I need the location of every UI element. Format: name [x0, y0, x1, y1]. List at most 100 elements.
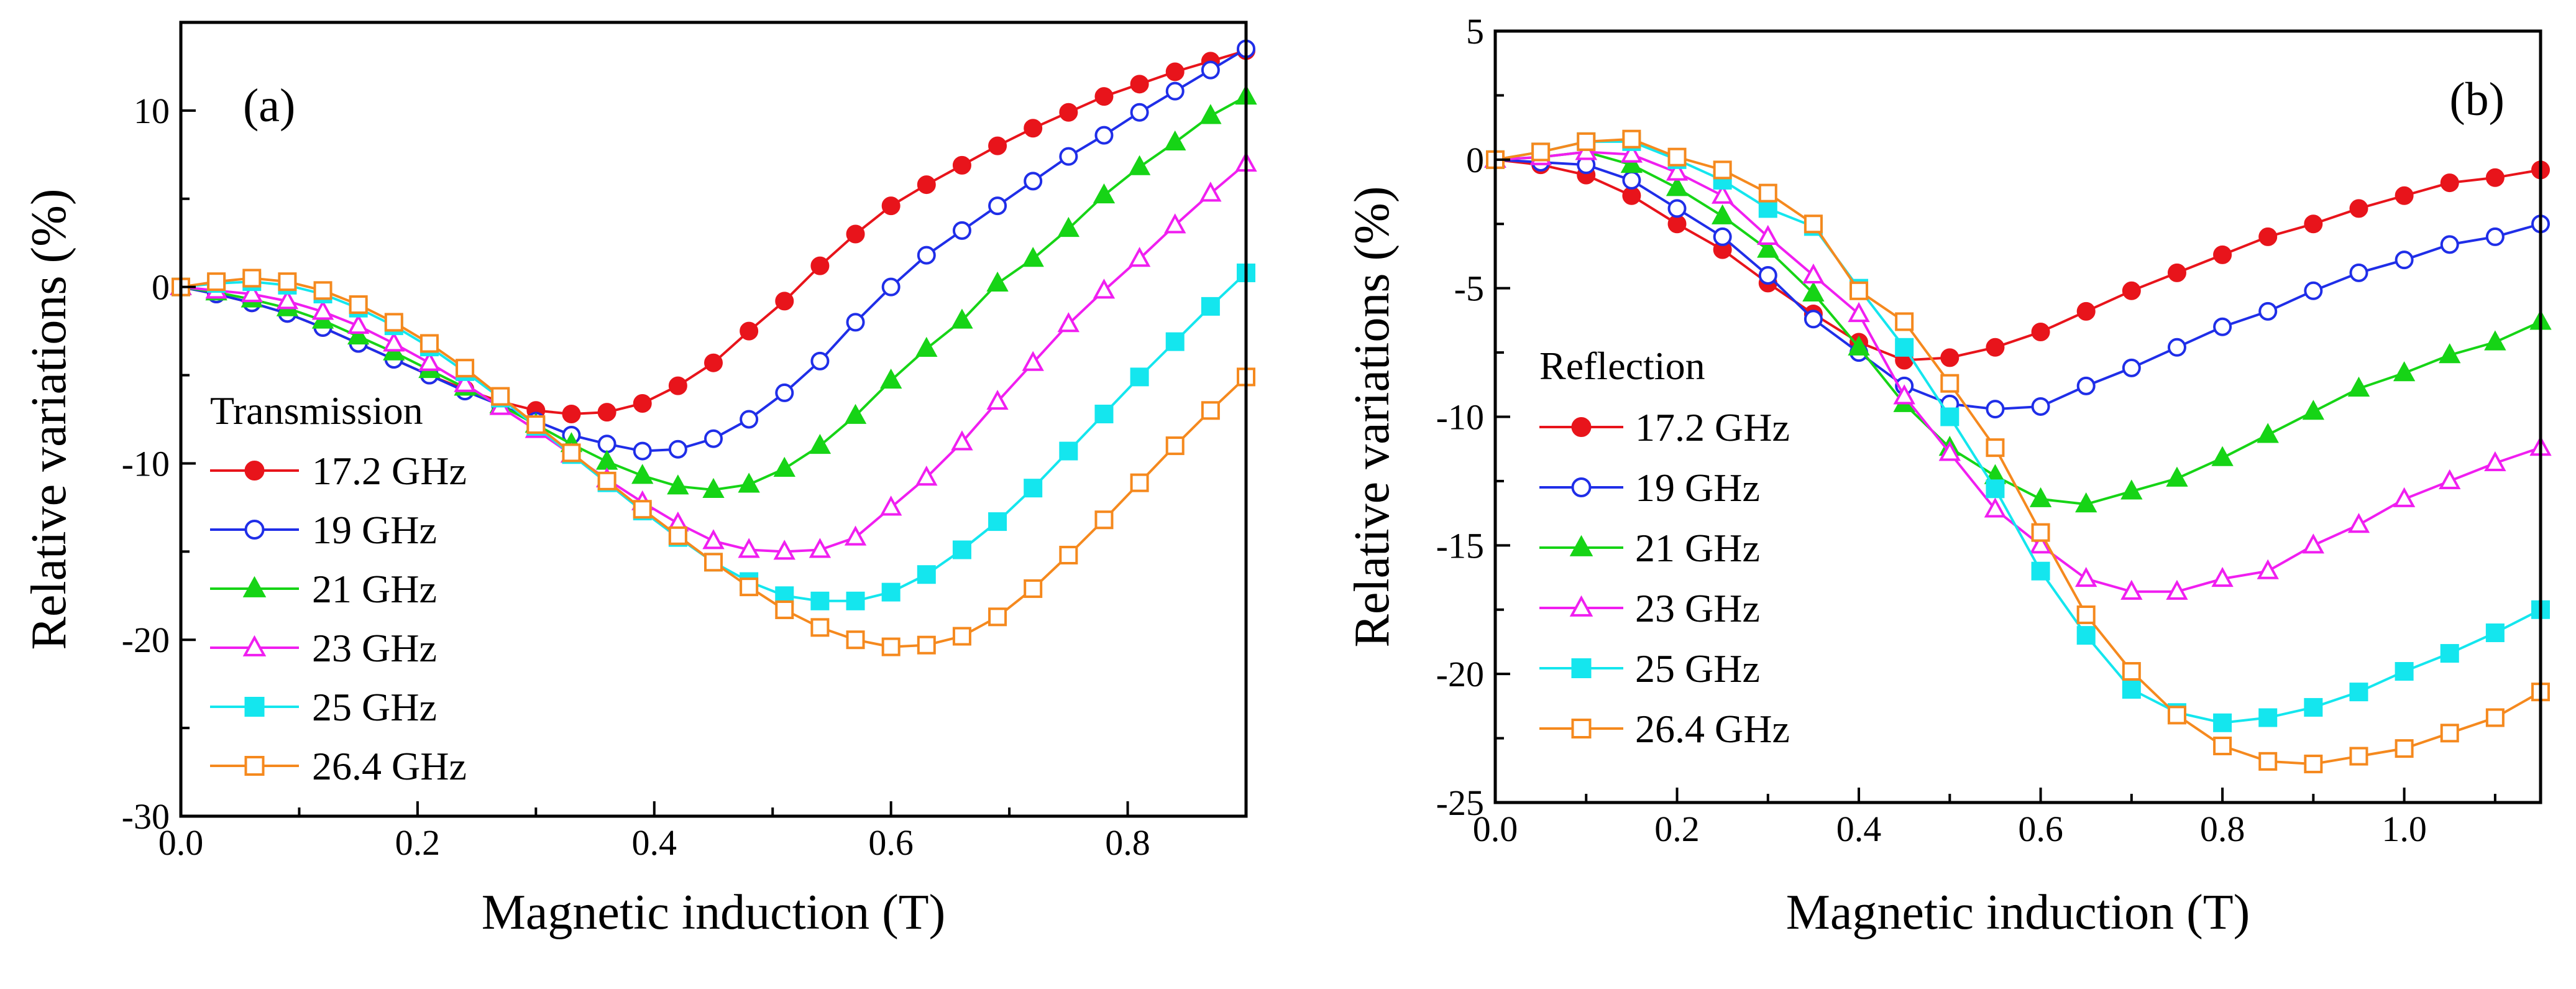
marker-square: [881, 582, 901, 602]
marker-square: [2076, 605, 2096, 625]
marker-square: [2304, 697, 2323, 717]
marker-circle: [704, 353, 723, 372]
marker-triangle: [809, 538, 832, 558]
marker-circle: [881, 277, 901, 297]
marker-triangle: [702, 529, 725, 550]
marker-circle: [562, 404, 581, 423]
marker-square: [313, 281, 332, 300]
marker-triangle: [1802, 281, 1825, 301]
marker-square: [881, 637, 901, 656]
marker-square: [1758, 199, 1777, 218]
marker-triangle: [844, 525, 867, 546]
marker-triangle: [2166, 579, 2188, 600]
marker-triangle: [667, 474, 689, 495]
y-tick-label: 10: [134, 91, 170, 131]
x-axis-title: Magnetic induction (T): [1786, 885, 2250, 940]
marker-square: [2304, 754, 2323, 773]
marker-circle: [633, 441, 652, 461]
marker-triangle: [2257, 559, 2279, 579]
marker-triangle: [347, 313, 370, 334]
marker-square: [1094, 404, 1114, 423]
marker-circle: [2122, 281, 2141, 300]
marker-triangle: [773, 456, 795, 477]
marker-triangle: [2439, 343, 2461, 364]
marker-circle: [2076, 376, 2096, 395]
marker-square: [2031, 561, 2050, 581]
marker-circle: [668, 376, 687, 395]
marker-circle: [1667, 214, 1687, 234]
marker-circle: [2258, 227, 2278, 246]
marker-square: [2031, 523, 2050, 542]
marker-triangle: [2029, 487, 2052, 507]
marker-square: [2213, 713, 2232, 732]
marker-square: [1130, 473, 1149, 492]
marker-square: [244, 697, 265, 717]
marker-circle: [2031, 322, 2050, 341]
marker-square: [1577, 132, 1596, 151]
marker-circle: [846, 224, 865, 244]
marker-square: [988, 607, 1007, 627]
marker-triangle: [2166, 466, 2188, 487]
marker-triangle: [2075, 567, 2097, 587]
marker-circle: [1130, 103, 1149, 122]
y-tick-label: 0: [1466, 140, 1484, 180]
marker-triangle: [2484, 451, 2506, 472]
marker-triangle: [1666, 160, 1689, 181]
marker-square: [349, 295, 368, 315]
plot-frame: [179, 21, 1248, 818]
marker-circle: [1130, 75, 1149, 94]
marker-triangle: [1984, 497, 2007, 518]
y-tick-label: 0: [152, 267, 170, 308]
x-tick-label: 0.8: [2200, 809, 2245, 849]
marker-triangle: [915, 336, 938, 357]
marker-square: [1713, 160, 1732, 180]
legend-entry: 17.2 GHz: [210, 449, 467, 493]
marker-circle: [2304, 281, 2323, 300]
marker-square: [775, 600, 794, 619]
marker-circle: [1986, 338, 2005, 357]
y-tick-label: -20: [1436, 654, 1484, 694]
marker-circle: [244, 461, 265, 481]
marker-triangle: [1802, 263, 1825, 284]
y-tick-label: -15: [1436, 525, 1484, 566]
marker-circle: [2349, 199, 2368, 218]
marker-circle: [952, 155, 971, 175]
marker-triangle: [1757, 237, 1779, 258]
marker-square: [2122, 679, 2141, 699]
marker-triangle: [2257, 423, 2279, 443]
marker-triangle: [242, 576, 267, 597]
marker-square: [526, 415, 546, 435]
panel-b: 0.0 0.2 0.4 0.6 0.8 1.0 -25 -20 -15 -10 -5 0 5 Magnet…: [1345, 11, 2552, 940]
marker-circle: [2167, 263, 2186, 282]
marker-square: [1895, 312, 1914, 331]
marker-square: [846, 630, 865, 650]
marker-square: [1804, 214, 1823, 234]
marker-square: [1758, 183, 1777, 203]
marker-circle: [1940, 348, 1960, 367]
marker-circle: [2349, 263, 2368, 282]
marker-square: [988, 512, 1007, 531]
marker-circle: [2440, 235, 2459, 254]
marker-square: [1986, 438, 2005, 458]
marker-square: [384, 313, 403, 332]
marker-circle: [988, 136, 1007, 155]
y-axis-title: Relative variations (%): [1345, 186, 1400, 648]
marker-triangle: [2393, 361, 2416, 382]
marker-square: [1165, 332, 1185, 351]
legend-label: 19 GHz: [312, 508, 437, 552]
marker-square: [1667, 147, 1687, 167]
marker-square: [2440, 644, 2459, 663]
legend-title: Transmission: [210, 389, 423, 433]
marker-triangle: [1128, 155, 1151, 175]
marker-triangle: [1057, 312, 1080, 333]
marker-triangle: [2439, 469, 2461, 489]
marker-circle: [2031, 397, 2050, 416]
marker-circle: [597, 403, 616, 422]
marker-circle: [633, 393, 652, 413]
marker-triangle: [1620, 153, 1643, 173]
marker-square: [1531, 142, 1551, 162]
marker-square: [242, 269, 262, 288]
y-tick-label: -5: [1454, 269, 1484, 309]
marker-square: [668, 526, 687, 545]
x-tick-label: 0.6: [868, 822, 914, 863]
